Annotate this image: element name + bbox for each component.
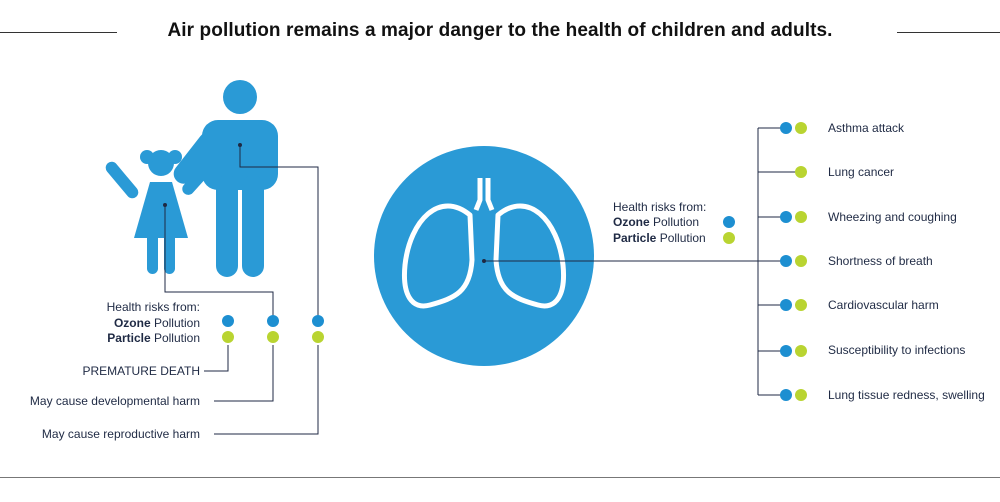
left-risk-premature-death: PREMATURE DEATH: [82, 364, 200, 378]
effect-lung-cancer: Lung cancer: [828, 165, 895, 179]
left-particle-legend: Particle Pollution: [107, 331, 200, 345]
adult-figure-icon: [173, 80, 278, 277]
left-risk-header: Health risks from:: [106, 300, 200, 314]
lungs-icon: [374, 146, 594, 366]
left-ozone-legend: Ozone Pollution: [114, 316, 200, 330]
title-rule-right: [897, 32, 1000, 33]
left-risk-reproductive-harm: May cause reproductive harm: [41, 427, 200, 441]
left-risk-developmental-harm: May cause developmental harm: [29, 394, 200, 408]
effect-cardiovascular-harm: Cardiovascular harm: [828, 298, 939, 312]
left-particle-rest: Pollution: [150, 331, 200, 345]
bottom-rule: [0, 477, 1000, 478]
left-ozone-rest: Pollution: [150, 316, 200, 330]
effect-lung-tissue-swelling: Lung tissue redness, swelling: [828, 388, 985, 402]
effect-asthma-attack: Asthma attack: [828, 121, 905, 135]
right-particle-bold: Particle: [613, 231, 657, 245]
effect-wheezing-coughing: Wheezing and coughing: [828, 210, 957, 224]
left-particle-bold: Particle: [107, 331, 151, 345]
left-connectors: [163, 143, 319, 435]
right-particle-rest: Pollution: [656, 231, 706, 245]
right-ozone-bold: Ozone: [613, 215, 650, 229]
right-connectors: [482, 127, 795, 396]
effect-shortness-of-breath: Shortness of breath: [828, 254, 933, 268]
right-risk-header: Health risks from:: [613, 200, 707, 214]
title-rule-left: [0, 32, 117, 33]
page-title: Air pollution remains a major danger to …: [167, 20, 833, 41]
child-figure-icon: [105, 150, 216, 274]
right-effect-dots: [780, 122, 807, 401]
right-ozone-legend: Ozone Pollution: [613, 215, 699, 229]
right-particle-legend: Particle Pollution: [613, 231, 706, 245]
left-ozone-bold: Ozone: [113, 316, 151, 330]
effect-susceptibility-infections: Susceptibility to infections: [828, 343, 966, 357]
right-legend-dots: [723, 216, 735, 244]
left-pollutant-dots: [222, 315, 324, 343]
right-ozone-rest: Pollution: [649, 215, 700, 229]
